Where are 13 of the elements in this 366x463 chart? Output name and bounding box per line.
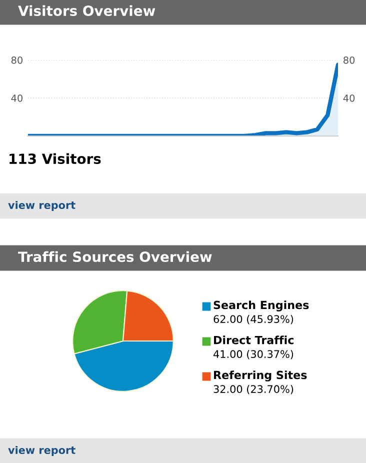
text: view report <box>8 200 76 212</box>
legend-label: Search Engines <box>214 300 309 312</box>
y2-tick-label: 40 <box>343 94 355 102</box>
data-label: 32.00 (23.70%) <box>214 384 294 394</box>
chart-title: Visitors Overview <box>18 5 156 16</box>
data-label: 62.00 (45.93%) <box>214 314 294 324</box>
legend-label: Referring Sites <box>214 370 307 382</box>
text: 113 Visitors <box>10 153 101 164</box>
text: view report <box>8 446 76 456</box>
data-label: 41.00 (30.37%) <box>214 350 294 360</box>
chart-title: Traffic Sources Overview <box>18 251 212 262</box>
y2-tick-label: 80 <box>344 56 355 64</box>
legend-label: Direct Traffic <box>214 336 294 344</box>
